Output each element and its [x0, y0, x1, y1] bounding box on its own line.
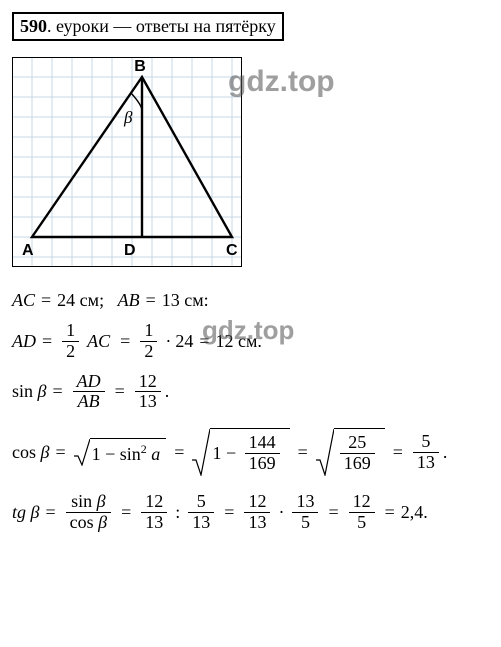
sin-arg: β [38, 381, 47, 402]
point-b-label: B [134, 58, 146, 75]
unit-1: см [80, 290, 99, 311]
sin-line: sin β = AD AB = 12 13 . [12, 372, 489, 413]
problem-number: 590 [20, 16, 47, 36]
tg-fn: tg [12, 502, 26, 523]
tg-arg: β [31, 502, 40, 523]
tg-frac-1: sin β cos β [66, 492, 111, 533]
cos-line: cos β = 1 − sin2 a = 1 − 144 169 = 25 16… [12, 428, 489, 476]
unit-3: см [238, 331, 257, 352]
ad-times: 24 [175, 331, 193, 352]
sqrt-3: 25 169 [316, 428, 385, 476]
tg-frac-4: 12 13 [244, 492, 270, 533]
frac-half-2: 1 2 [140, 321, 157, 362]
tg-frac-3: 5 13 [188, 492, 214, 533]
ac-label: AC [12, 290, 35, 311]
header-text: . еуроки — ответы на пятёрку [47, 16, 276, 36]
cos-fn: cos [12, 442, 36, 463]
diagram-area: gdz.top B A C D β [12, 57, 489, 272]
angle-beta-label: β [123, 108, 133, 127]
ad-line: AD = 1 2 AC = 1 2 · 24 = 12 см . [12, 321, 489, 362]
given-line: AC = 24 см ; AB = 13 см : [12, 290, 489, 311]
tg-frac-2: 12 13 [141, 492, 167, 533]
ac-value: 24 [57, 290, 75, 311]
tg-result: 2,4 [401, 502, 424, 523]
ad-result: 12 [215, 331, 233, 352]
ab-label: AB [118, 290, 140, 311]
triangle-diagram: B A C D β [12, 57, 242, 267]
unit-2: см [184, 290, 203, 311]
ad-lhs: AD [12, 331, 36, 352]
cos-frac-result: 5 13 [413, 432, 439, 473]
point-c-label: C [226, 242, 238, 259]
sqrt-2: 1 − 144 169 [192, 428, 289, 476]
tg-line: tg β = sin β cos β = 12 13 : 5 13 = 12 1… [12, 492, 489, 533]
point-d-label: D [124, 242, 136, 259]
sqrt-1: 1 − sin2 a [74, 438, 167, 466]
watermark-top: gdz.top [228, 65, 335, 99]
tg-frac-5: 13 5 [292, 492, 318, 533]
tg-frac-6: 12 5 [349, 492, 375, 533]
problem-header: 590. еуроки — ответы на пятёрку [12, 12, 284, 41]
ab-value: 13 [162, 290, 180, 311]
ad-mid: AC [87, 331, 110, 352]
sin-frac-1: AD AB [73, 372, 105, 413]
sin-frac-2: 12 13 [135, 372, 161, 413]
point-a-label: A [22, 242, 34, 259]
sin-fn: sin [12, 381, 33, 402]
frac-half-1: 1 2 [62, 321, 79, 362]
cos-arg: β [41, 442, 50, 463]
